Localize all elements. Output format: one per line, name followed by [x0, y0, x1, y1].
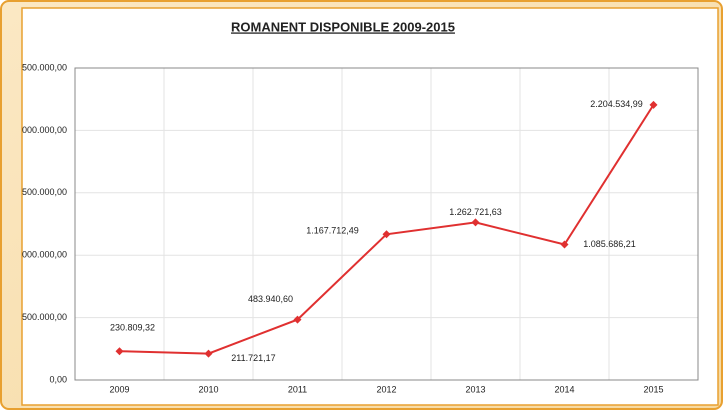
marker [115, 347, 124, 356]
plot-border [74, 67, 699, 381]
y-tick-label: 0,00 [49, 374, 67, 384]
data-label: 1.167.712,49 [306, 226, 359, 236]
marker [382, 230, 391, 239]
x-tick-label: 2009 [109, 384, 129, 394]
panel [21, 7, 719, 406]
plot: ROMANENT DISPONIBLE 2009-2015 0,00 500.00… [14, 19, 699, 394]
y-tick-label: 2.000.000,00 [14, 125, 67, 135]
data-label: 1.262.721,63 [449, 207, 502, 217]
y-tick-label: 1.000.000,00 [14, 250, 67, 260]
marker [649, 100, 658, 109]
y-tick-label: 1.500.000,00 [14, 187, 67, 197]
y-tick-label: 500.000,00 [22, 312, 67, 322]
y-tick-label: 2.500.000,00 [14, 62, 67, 72]
chart-title: ROMANENT DISPONIBLE 2009-2015 [231, 19, 455, 34]
marker [293, 315, 302, 324]
marker [204, 349, 213, 358]
data-label: 483.940,60 [248, 294, 293, 304]
x-tick-label: 2011 [288, 384, 307, 394]
data-label: 2.204.534,99 [590, 99, 643, 109]
x-tick-label: 2013 [465, 384, 485, 394]
marker [560, 240, 569, 249]
x-tick-label: 2012 [376, 384, 396, 394]
data-label: 230.809,32 [110, 323, 155, 333]
x-tick-label: 2014 [554, 384, 574, 394]
x-tick-label: 2010 [198, 384, 218, 394]
x-tick-label: 2015 [643, 384, 663, 394]
data-label: 211.721,17 [231, 353, 275, 363]
marker [471, 218, 480, 227]
data-label: 1.085.686,21 [583, 239, 636, 249]
